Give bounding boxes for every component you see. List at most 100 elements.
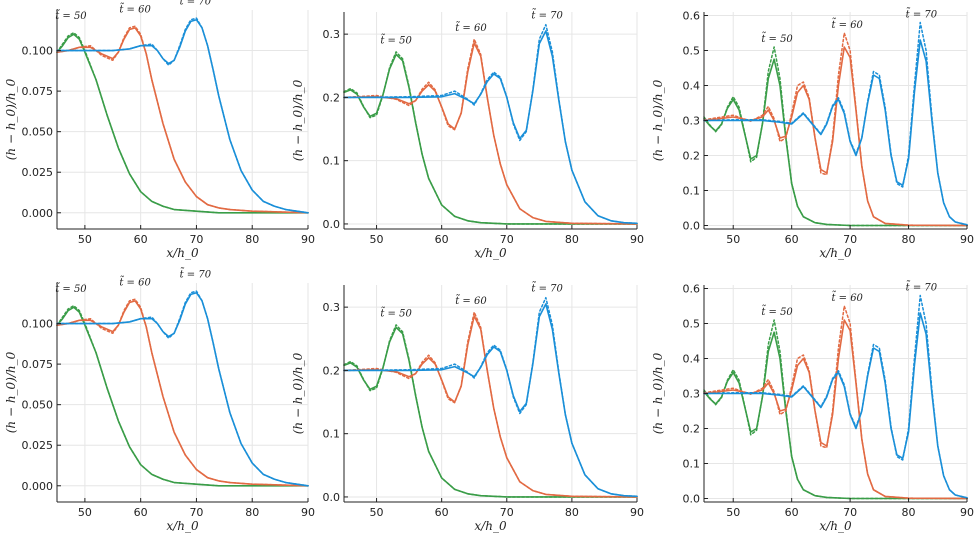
y-tick-label: 0.025 [22,166,54,179]
time-annotation: t̃ = 60 [455,294,487,307]
series-line-4-dashed [56,298,309,487]
time-annotation: t̃ = 60 [831,291,863,304]
time-annotation: t̃ = 60 [119,275,151,288]
x-tick-label: 50 [78,506,92,519]
x-tick-label: 50 [726,506,740,519]
time-annotation: t̃ = 60 [455,21,487,34]
series-line-3-solid [343,42,638,225]
x-tick-label: 50 [78,233,92,246]
y-axis-title: (h − h_0)/h_0 [291,352,305,434]
y-tick-label: 0.050 [22,399,54,412]
series-line-1-solid [343,326,638,498]
y-tick-label: 0.2 [683,150,701,163]
y-tick-label: 0.2 [323,364,341,377]
y-tick-label: 0.5 [683,45,701,58]
y-tick-label: 0.2 [323,91,341,104]
series-line-6-dashed [56,290,309,487]
y-tick-label: 0.1 [683,458,701,471]
series-line-4-dashed [703,32,968,227]
series-line-2-dashed [343,324,638,498]
y-tick-label: 0.5 [683,318,701,331]
y-tick-label: 0.2 [683,423,701,436]
y-axis-title: (h − h_0)/h_0 [651,352,665,434]
x-tick-label: 60 [785,506,799,519]
y-tick-label: 0.0 [323,491,341,504]
series-line-6-dashed [703,21,968,226]
y-axis-title: (h − h_0)/h_0 [651,79,665,161]
series-line-6-dashed [343,23,638,225]
x-tick-label: 60 [134,506,148,519]
y-tick-label: 0.000 [22,480,54,493]
y-tick-label: 0.3 [323,28,341,41]
x-axis-title: x/h_0 [166,519,199,533]
series-line-5-solid [343,303,638,498]
y-tick-label: 0.6 [683,10,701,23]
time-annotation: t̃ = 70 [180,0,212,7]
x-axis-title: x/h_0 [166,246,199,260]
series-line-2-dashed [56,31,309,214]
x-tick-label: 70 [500,233,514,246]
y-tick-label: 0.000 [22,207,54,220]
y-axis-title: (h − h_0)/h_0 [4,78,18,160]
x-tick-label: 60 [435,233,449,246]
time-annotation: t̃ = 70 [180,267,212,280]
series-line-3-solid [56,300,309,487]
y-tick-label: 0.4 [683,80,701,93]
y-tick-label: 0.050 [22,126,54,139]
series-line-1-solid [56,306,309,487]
y-tick-label: 0.075 [22,358,54,371]
x-tick-label: 70 [500,506,514,519]
x-tick-label: 50 [370,233,384,246]
y-tick-label: 0.100 [22,318,54,331]
time-annotation: t̃ = 70 [531,281,563,294]
x-axis-title: x/h_0 [819,246,852,260]
x-tick-label: 90 [630,233,644,246]
x-tick-label: 50 [370,506,384,519]
x-tick-label: 90 [630,506,644,519]
series-line-3-solid [56,27,309,214]
time-annotation: t̃ = 50 [761,32,793,45]
x-tick-label: 70 [189,233,203,246]
y-tick-label: 0.3 [323,301,341,314]
x-tick-label: 90 [960,233,974,246]
time-annotation: t̃ = 50 [380,33,412,46]
series-line-2-dashed [56,304,309,487]
series-line-1-solid [343,53,638,225]
series-line-2-dashed [703,319,968,500]
x-tick-label: 50 [726,233,740,246]
chart-panel-5: 50 60 70 80 90 0.0 0.1 0.2 0.3 x/h_0 (h − h_0)/h_0… [291,281,644,533]
series-line-6-dashed [703,294,968,499]
y-tick-label: 0.4 [683,353,701,366]
series-line-4-dashed [703,305,968,500]
x-tick-label: 70 [843,233,857,246]
time-annotation: t̃ = 60 [831,18,863,31]
x-tick-label: 80 [245,506,259,519]
x-axis-title: x/h_0 [474,519,507,533]
y-tick-label: 0.1 [323,155,341,168]
series-line-2-dashed [343,51,638,225]
series-line-6-dashed [56,17,309,214]
series-line-4-dashed [343,38,638,225]
x-tick-label: 60 [134,233,148,246]
x-tick-label: 80 [902,233,916,246]
chart-panel-1: 50 60 70 80 90 0.000 0.025 0.050 0.075 0.100 x/h_0… [4,0,315,260]
y-tick-label: 0.6 [683,283,701,296]
y-tick-label: 0.100 [22,45,54,58]
y-tick-label: 0.025 [22,439,54,452]
chart-panel-4: 50 60 70 80 90 0.000 0.025 0.050 0.075 0.100 x/h_0… [4,267,315,533]
time-annotation: t̃ = 50 [380,306,412,319]
y-tick-label: 0.0 [683,220,701,233]
x-tick-label: 60 [435,506,449,519]
x-tick-label: 80 [902,506,916,519]
y-axis-title: (h − h_0)/h_0 [291,79,305,161]
x-tick-label: 90 [960,506,974,519]
series-line-5-solid [343,30,638,225]
time-annotation: t̃ = 50 [55,9,87,22]
x-tick-label: 70 [189,506,203,519]
x-tick-label: 90 [301,506,315,519]
chart-panel-2: 50 60 70 80 90 0.0 0.1 0.2 0.3 x/h_0 (h − h_0)/h_0… [291,8,644,260]
chart-panel-3: 50 60 70 80 90 0.0 0.1 0.2 0.3 0.4 0.5 0.6 x/h_0 (h −… [651,7,974,260]
time-annotation: t̃ = 70 [906,7,938,20]
series-line-1-solid [703,331,968,500]
